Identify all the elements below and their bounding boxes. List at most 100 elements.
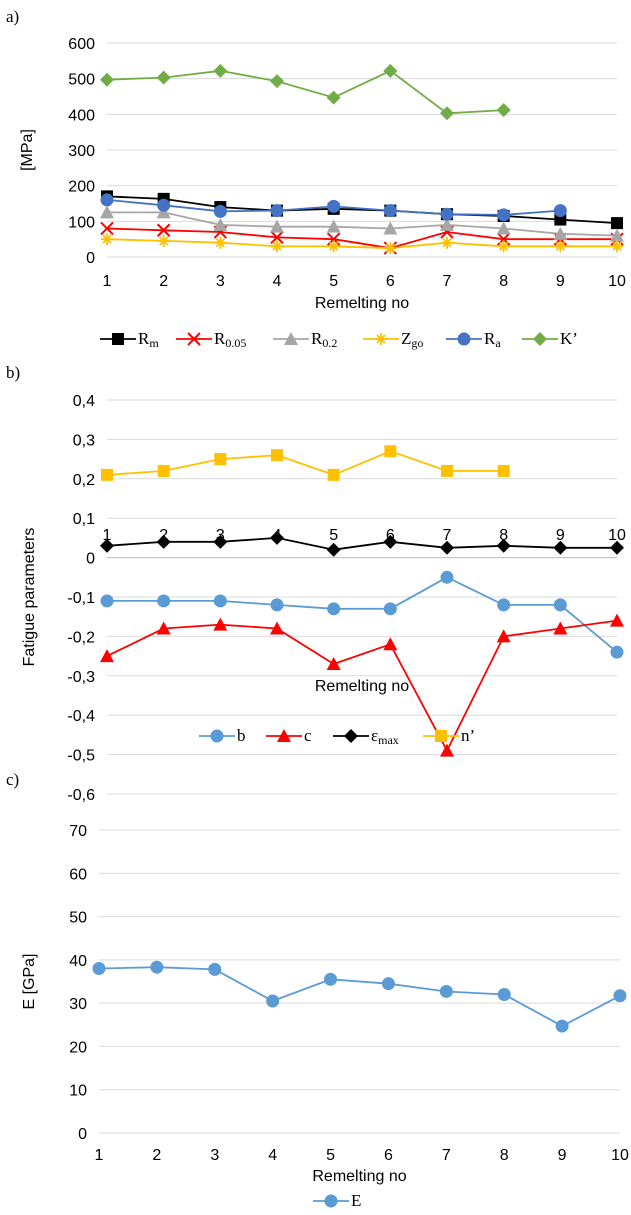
data-point: [270, 204, 284, 218]
data-point: [440, 106, 454, 121]
legend-swatch-marker: [277, 729, 291, 742]
y-tick-label: -0,3: [67, 669, 95, 686]
x-tick-label: 5: [329, 527, 338, 544]
series-Zgo-3: [101, 233, 623, 255]
legend-swatch-marker: [375, 333, 387, 345]
legend-item: n’: [423, 726, 475, 745]
data-point: [92, 962, 106, 976]
y-tick-label: -0,1: [67, 590, 95, 607]
data-point: [101, 468, 113, 481]
data-point: [555, 1019, 569, 1033]
y-tick-label: 0,1: [73, 511, 95, 528]
data-point: [270, 74, 284, 89]
panel-label: c): [6, 770, 19, 789]
data-point: [383, 63, 398, 78]
series-Rm-0: [101, 190, 623, 230]
series-R02-2: [100, 205, 624, 242]
x-tick-label: 10: [608, 273, 626, 290]
data-point: [383, 221, 398, 235]
legend-item: R0.2: [273, 329, 337, 350]
y-tick-label: 400: [68, 107, 95, 124]
y-tick-label: 20: [69, 1039, 87, 1056]
x-tick-label: 8: [499, 527, 508, 544]
data-point: [554, 240, 567, 253]
x-tick-label: 6: [386, 273, 395, 290]
x-tick-label: 7: [443, 273, 452, 290]
data-point: [497, 208, 511, 222]
series-K-5: [100, 63, 511, 121]
data-point: [208, 962, 222, 976]
data-point: [441, 236, 453, 249]
series-line: [106, 238, 617, 250]
x-tick-label: 10: [611, 1147, 629, 1164]
legend-label: c: [304, 726, 312, 745]
data-point: [496, 103, 511, 118]
y-tick-label: 600: [68, 36, 95, 53]
data-point: [611, 217, 623, 230]
x-tick-label: 2: [159, 273, 168, 290]
legend: E: [313, 1191, 361, 1210]
legend-label: R0.2: [311, 329, 337, 350]
data-point: [439, 984, 453, 998]
data-point: [157, 594, 171, 608]
y-axis-label: [MPa]: [19, 129, 36, 171]
legend-swatch-marker: [187, 332, 201, 346]
series-c-1: [100, 613, 624, 757]
x-tick-label: 9: [556, 527, 565, 544]
data-point: [266, 994, 280, 1008]
x-tick-label: 9: [556, 273, 565, 290]
y-tick-label: 500: [68, 72, 95, 89]
y-tick-label: -0,6: [67, 787, 95, 804]
data-point: [101, 233, 113, 246]
panel-label: b): [6, 363, 20, 382]
x-tick-label: 6: [384, 1147, 393, 1164]
legend-item: b: [199, 726, 246, 745]
data-point: [327, 199, 341, 213]
legend-label: K’: [560, 329, 578, 348]
legend-label: R0.05: [214, 329, 246, 350]
x-tick-label: 2: [152, 1147, 161, 1164]
data-point: [324, 972, 338, 986]
data-point: [440, 570, 454, 584]
legend-item: c: [266, 726, 312, 745]
data-point: [213, 204, 227, 218]
data-point: [496, 629, 511, 643]
data-point: [156, 534, 171, 549]
x-axis-label: Remelting no: [315, 295, 409, 312]
legend-item: Rm: [100, 329, 159, 350]
data-point: [271, 449, 283, 462]
x-tick-label: 5: [326, 1147, 335, 1164]
data-point: [326, 90, 341, 105]
data-point: [497, 598, 511, 612]
legend-swatch-marker: [533, 332, 547, 346]
data-point: [327, 240, 340, 253]
legend-item: εmax: [333, 726, 399, 747]
series-Ra-4: [100, 193, 567, 222]
legend: Rm R0.05 R0.2 Zgo Ra K’: [100, 329, 578, 350]
chart-panel-2: b) -0,6 -0,5 -0,4 -0,3 -0,2 -0,1 0 0,1 0,2 0,3 0,4 1…: [6, 363, 626, 804]
series-line: [106, 619, 618, 753]
data-point: [100, 538, 114, 553]
data-point: [156, 70, 171, 85]
y-tick-label: 0: [86, 250, 95, 267]
y-axis-label: Fatigue parameters: [21, 528, 38, 667]
data-point: [553, 598, 567, 612]
data-point: [381, 977, 395, 991]
data-point: [156, 621, 171, 635]
legend-swatch-marker: [210, 729, 224, 743]
legend-label: n’: [461, 726, 475, 745]
y-tick-label: 30: [69, 996, 87, 1013]
y-axis-label: E [GPa]: [21, 953, 38, 1009]
data-point: [270, 621, 284, 635]
data-point: [156, 205, 171, 219]
y-tick-label: 50: [69, 910, 87, 927]
x-tick-label: 1: [95, 1147, 104, 1164]
legend: b c εmax n’: [199, 726, 475, 747]
legend-swatch-marker: [112, 333, 124, 345]
legend-swatch-marker: [284, 332, 298, 345]
y-tick-label: 200: [68, 179, 95, 196]
chart-panel-1: a) 0 100 200 300 400 500 600 1 2 3 4 5 6 7 8 9 10 Remeltin…: [6, 7, 626, 350]
legend-item: K’: [522, 329, 578, 348]
data-point: [383, 534, 398, 549]
data-point: [326, 656, 341, 670]
